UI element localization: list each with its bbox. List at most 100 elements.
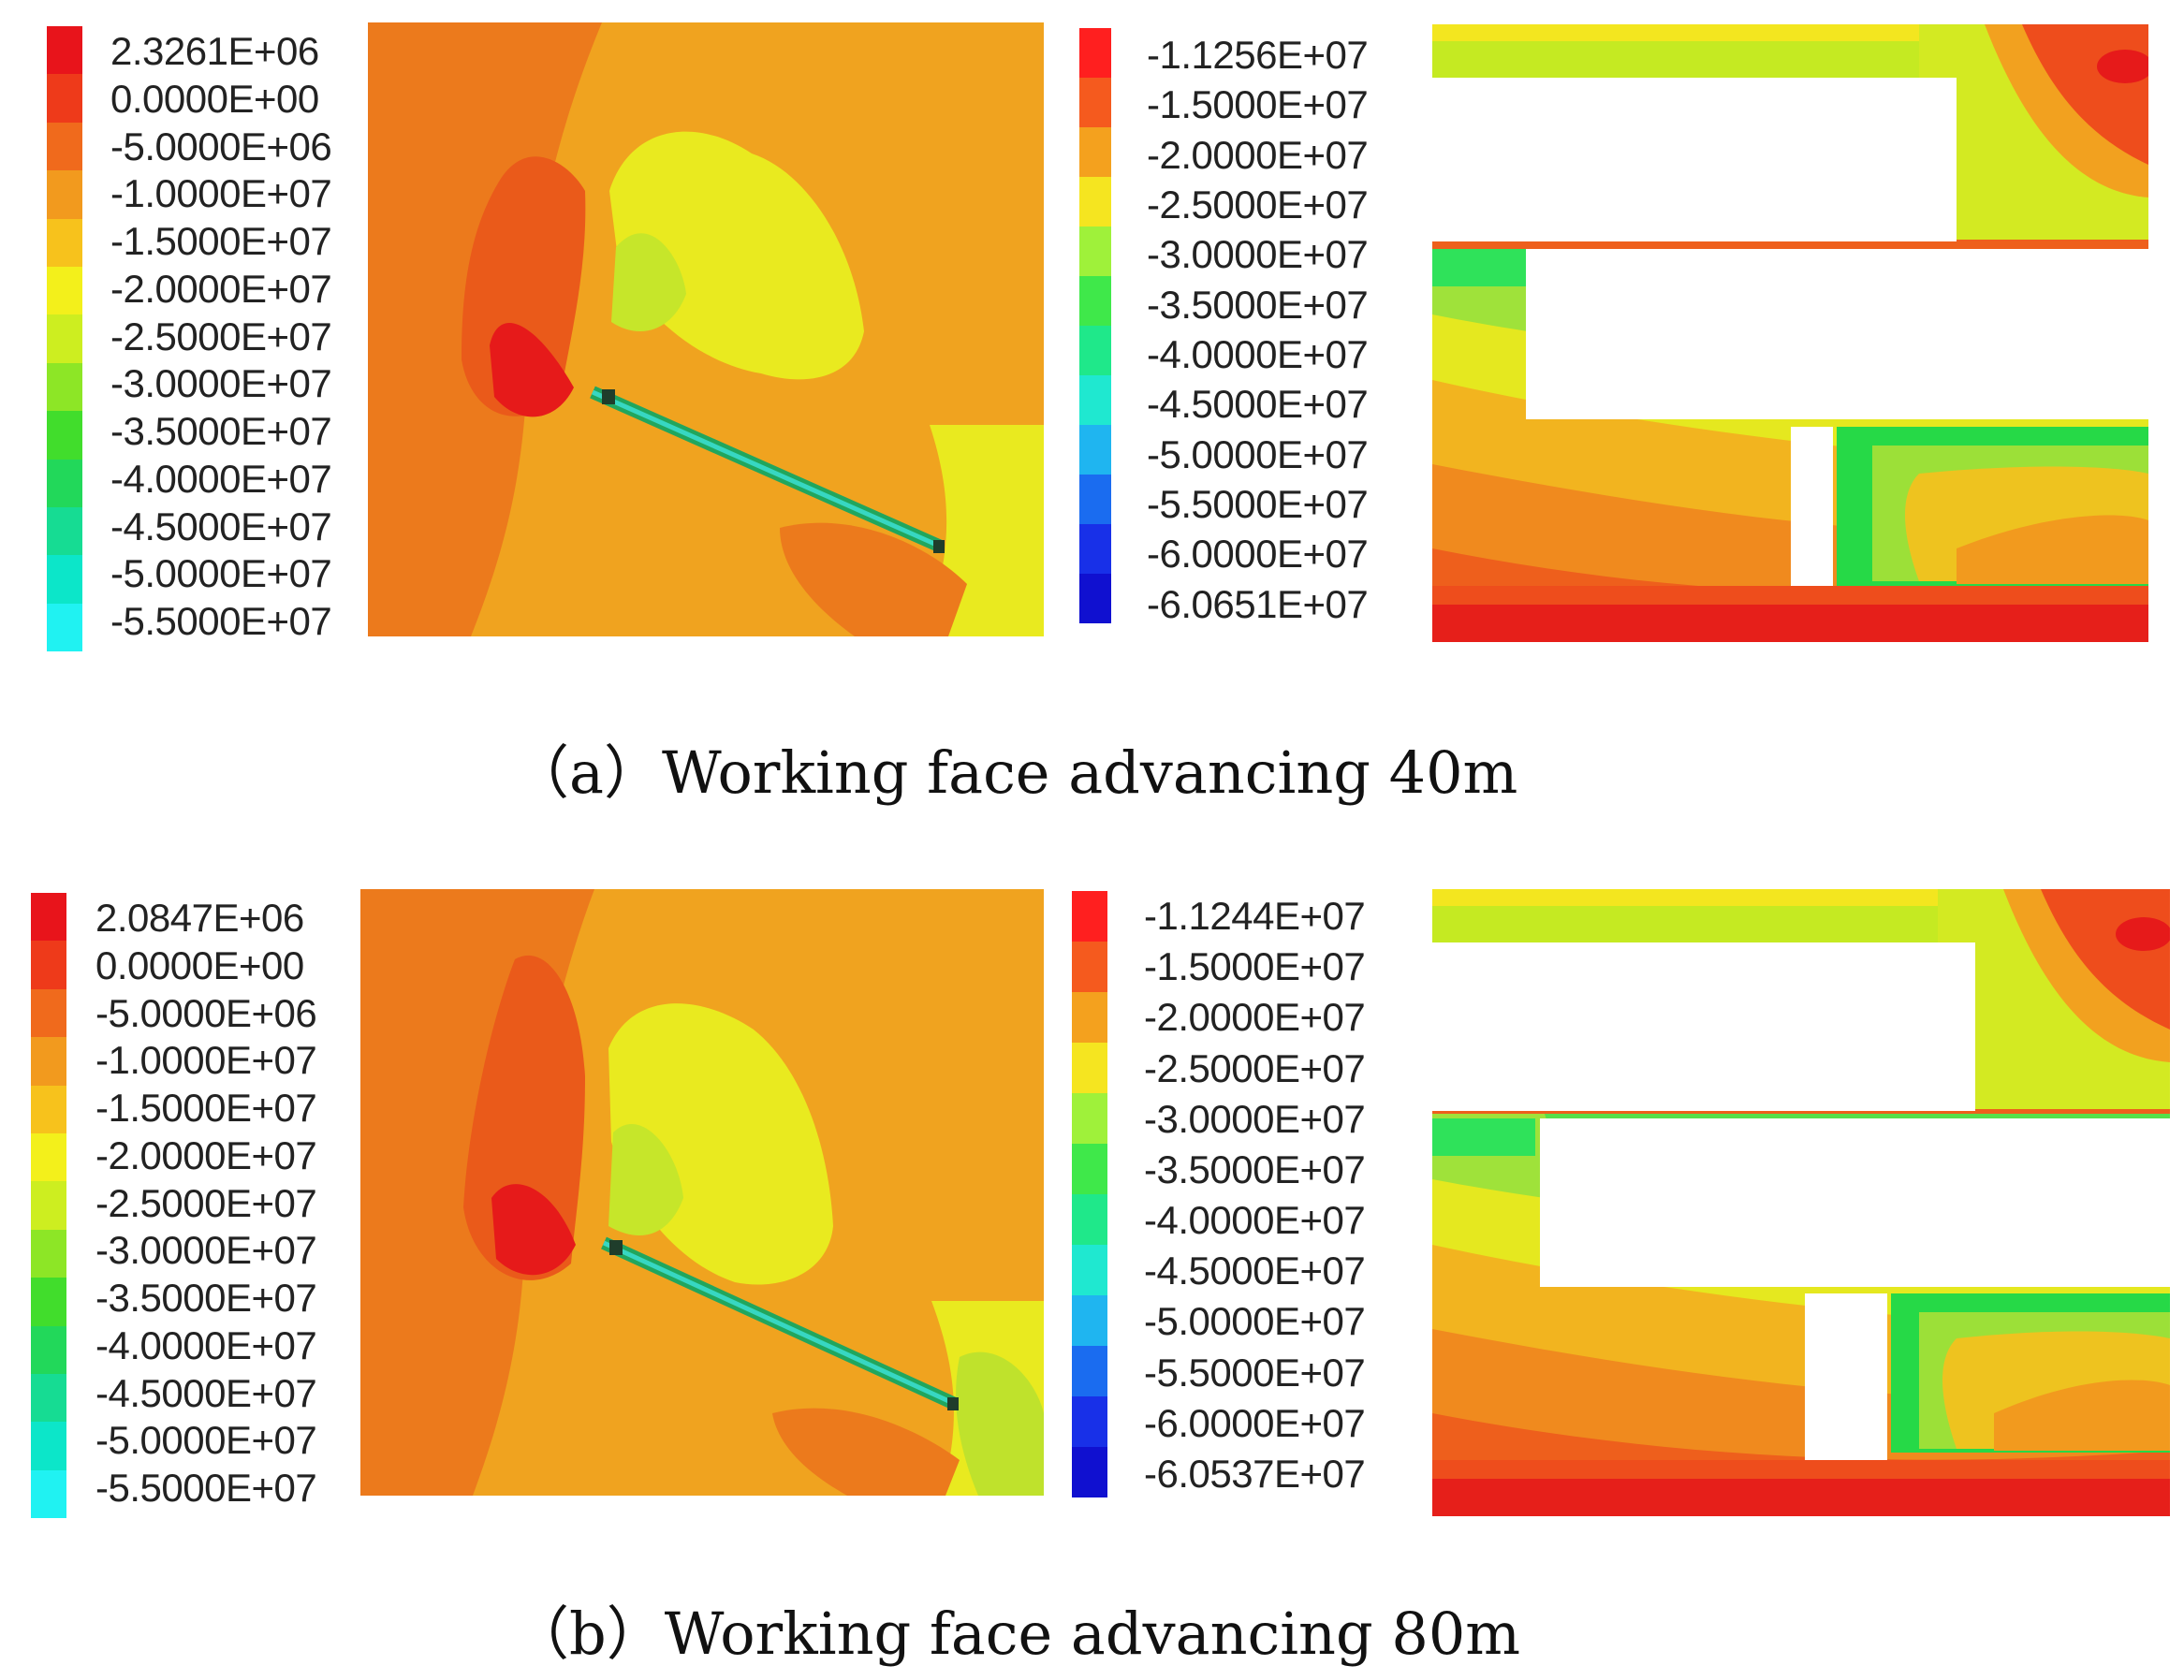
- panel-a-right-swatch-8: [1079, 425, 1111, 475]
- panel-b-right-swatch-10: [1072, 1396, 1107, 1447]
- panel-a-left-label-10: -4.5000E+07: [110, 504, 332, 548]
- panel-a-right-swatch-6: [1079, 326, 1111, 375]
- panel-b-left-swatch-9: [31, 1325, 66, 1374]
- panel-b-left-label-2: -5.0000E+06: [95, 990, 317, 1035]
- panel-a-left-label-5: -2.0000E+07: [110, 266, 332, 311]
- panel-b-right-label-6: -4.0000E+07: [1144, 1198, 1366, 1242]
- panel-a-left-label-11: -5.0000E+07: [110, 551, 332, 596]
- panel-b-right-label-7: -4.5000E+07: [1144, 1249, 1366, 1293]
- panel-b-right-label-11: -6.0537E+07: [1144, 1451, 1366, 1496]
- panel-a-left-swatch-4: [47, 218, 82, 267]
- panel-b-right-swatch-0: [1072, 891, 1107, 942]
- panel-a-right-label-1: -1.5000E+07: [1147, 82, 1369, 127]
- panel-a-right-label-7: -4.5000E+07: [1147, 382, 1369, 427]
- panel-b-left-legend: 2.0847E+06 0.0000E+00 -5.0000E+06 -1.0000E+…: [95, 898, 358, 1516]
- panel-a-right-label-0: -1.1256E+07: [1147, 33, 1369, 77]
- panel-a-right-label-5: -3.5000E+07: [1147, 282, 1369, 327]
- panel-a-right-label-11: -6.0651E+07: [1147, 581, 1369, 626]
- panel-b-left-label-0: 2.0847E+06: [95, 896, 304, 940]
- panel-a-right-swatch-2: [1079, 127, 1111, 177]
- panel-a-left-label-7: -3.0000E+07: [110, 361, 332, 406]
- panel-a-left-label-6: -2.5000E+07: [110, 314, 332, 358]
- panel-b-right-contour-map: [1432, 889, 2170, 1516]
- panel-a-right-swatch-4: [1079, 226, 1111, 276]
- panel-a-right-swatch-3: [1079, 177, 1111, 226]
- panel-a-left-contour-map: [368, 22, 1044, 636]
- panel-b-left-label-1: 0.0000E+00: [95, 942, 304, 987]
- panel-b-right-color-bar: [1072, 891, 1107, 1497]
- panel-b-left-swatch-10: [31, 1373, 66, 1423]
- panel-b-left-color-bar: [31, 893, 66, 1519]
- panel-a-left-label-12: -5.5000E+07: [110, 599, 332, 644]
- panel-a-right-swatch-9: [1079, 475, 1111, 524]
- panel-b-left-swatch-7: [31, 1229, 66, 1278]
- panel-a-left-label-8: -3.5000E+07: [110, 409, 332, 454]
- panel-b-left-contour-map: [360, 889, 1044, 1496]
- panel-a-right-swatch-10: [1079, 524, 1111, 574]
- panel-a-caption: （a）Working face advancing 40m: [511, 738, 1518, 807]
- panel-a-right-label-10: -6.0000E+07: [1147, 532, 1369, 577]
- panel-b-right-label-9: -5.5000E+07: [1144, 1350, 1366, 1395]
- panel-a-right-legend: -1.1256E+07 -1.5000E+07 -2.0000E+07 -2.5000…: [1147, 36, 1409, 635]
- panel-b-left-label-12: -5.5000E+07: [95, 1466, 317, 1511]
- panel-a-left-swatch-8: [47, 411, 82, 460]
- panel-b-right-label-10: -6.0000E+07: [1144, 1400, 1366, 1445]
- panel-b-left-label-8: -3.5000E+07: [95, 1276, 317, 1321]
- panel-a-left-label-4: -1.5000E+07: [110, 219, 332, 264]
- panel-b-left-label-10: -4.5000E+07: [95, 1370, 317, 1415]
- panel-b-left-swatch-5: [31, 1132, 66, 1182]
- panel-a-left-label-3: -1.0000E+07: [110, 171, 332, 216]
- panel-a-left-label-1: 0.0000E+00: [110, 76, 319, 121]
- panel-a-left-color-bar: [47, 26, 82, 652]
- panel-b-right-label-1: -1.5000E+07: [1144, 944, 1366, 989]
- panel-a-left-swatch-5: [47, 266, 82, 315]
- panel-a-left-label-9: -4.0000E+07: [110, 456, 332, 501]
- panel-b-right-swatch-7: [1072, 1245, 1107, 1295]
- panel-a-left-swatch-11: [47, 555, 82, 604]
- panel-a-left-swatch-1: [47, 74, 82, 123]
- panel-a-right-swatch-7: [1079, 375, 1111, 425]
- panel-b-right-swatch-2: [1072, 992, 1107, 1043]
- panel-b-right-swatch-6: [1072, 1194, 1107, 1245]
- panel-a-left-swatch-12: [47, 603, 82, 652]
- panel-b-left-label-11: -5.0000E+07: [95, 1418, 317, 1463]
- panel-b-right-swatch-1: [1072, 942, 1107, 992]
- panel-b-right-label-0: -1.1244E+07: [1144, 894, 1366, 938]
- panel-b-left-label-3: -1.0000E+07: [95, 1038, 317, 1083]
- panel-a-left-swatch-9: [47, 459, 82, 507]
- panel-a-right-swatch-0: [1079, 28, 1111, 78]
- panel-b-right-label-3: -2.5000E+07: [1144, 1045, 1366, 1090]
- panel-b-left-swatch-3: [31, 1037, 66, 1086]
- panel-a-right-swatch-1: [1079, 78, 1111, 127]
- panel-b-right-label-4: -3.0000E+07: [1144, 1096, 1366, 1141]
- panel-b-right-label-8: -5.0000E+07: [1144, 1299, 1366, 1344]
- panel-b-left-swatch-11: [31, 1422, 66, 1470]
- panel-a-left-label-0: 2.3261E+06: [110, 29, 319, 73]
- panel-b-right-swatch-8: [1072, 1295, 1107, 1346]
- panel-b-left-label-9: -4.0000E+07: [95, 1322, 317, 1367]
- panel-b-right-swatch-11: [1072, 1447, 1107, 1497]
- panel-b-left-label-7: -3.0000E+07: [95, 1228, 317, 1273]
- panel-b-left-label-6: -2.5000E+07: [95, 1180, 317, 1225]
- panel-b-left-label-4: -1.5000E+07: [95, 1086, 317, 1131]
- panel-b-right-swatch-5: [1072, 1144, 1107, 1194]
- panel-a-right-swatch-5: [1079, 276, 1111, 326]
- panel-b-left-swatch-6: [31, 1181, 66, 1230]
- panel-a-left-swatch-0: [47, 26, 82, 75]
- panel-b-left-swatch-1: [31, 941, 66, 989]
- panel-a-right-label-3: -2.5000E+07: [1147, 183, 1369, 226]
- panel-a-right-contour-map: [1432, 24, 2148, 642]
- panel-b-right-label-2: -2.0000E+07: [1144, 995, 1366, 1040]
- panel-a-left-swatch-3: [47, 170, 82, 219]
- panel-b-left-swatch-8: [31, 1278, 66, 1326]
- panel-b-caption: （b）Working face advancing 80m: [511, 1600, 1521, 1668]
- panel-b-right-swatch-3: [1072, 1043, 1107, 1093]
- panel-b-left-swatch-12: [31, 1469, 66, 1519]
- panel-b-right-label-5: -3.5000E+07: [1144, 1147, 1366, 1191]
- panel-b-right-swatch-9: [1072, 1346, 1107, 1396]
- panel-b-left-swatch-0: [31, 893, 66, 942]
- panel-b-left-swatch-4: [31, 1085, 66, 1133]
- panel-a-left-swatch-2: [47, 122, 82, 171]
- panel-b-right-legend: -1.1244E+07 -1.5000E+07 -2.0000E+07 -2.5000…: [1144, 897, 1406, 1505]
